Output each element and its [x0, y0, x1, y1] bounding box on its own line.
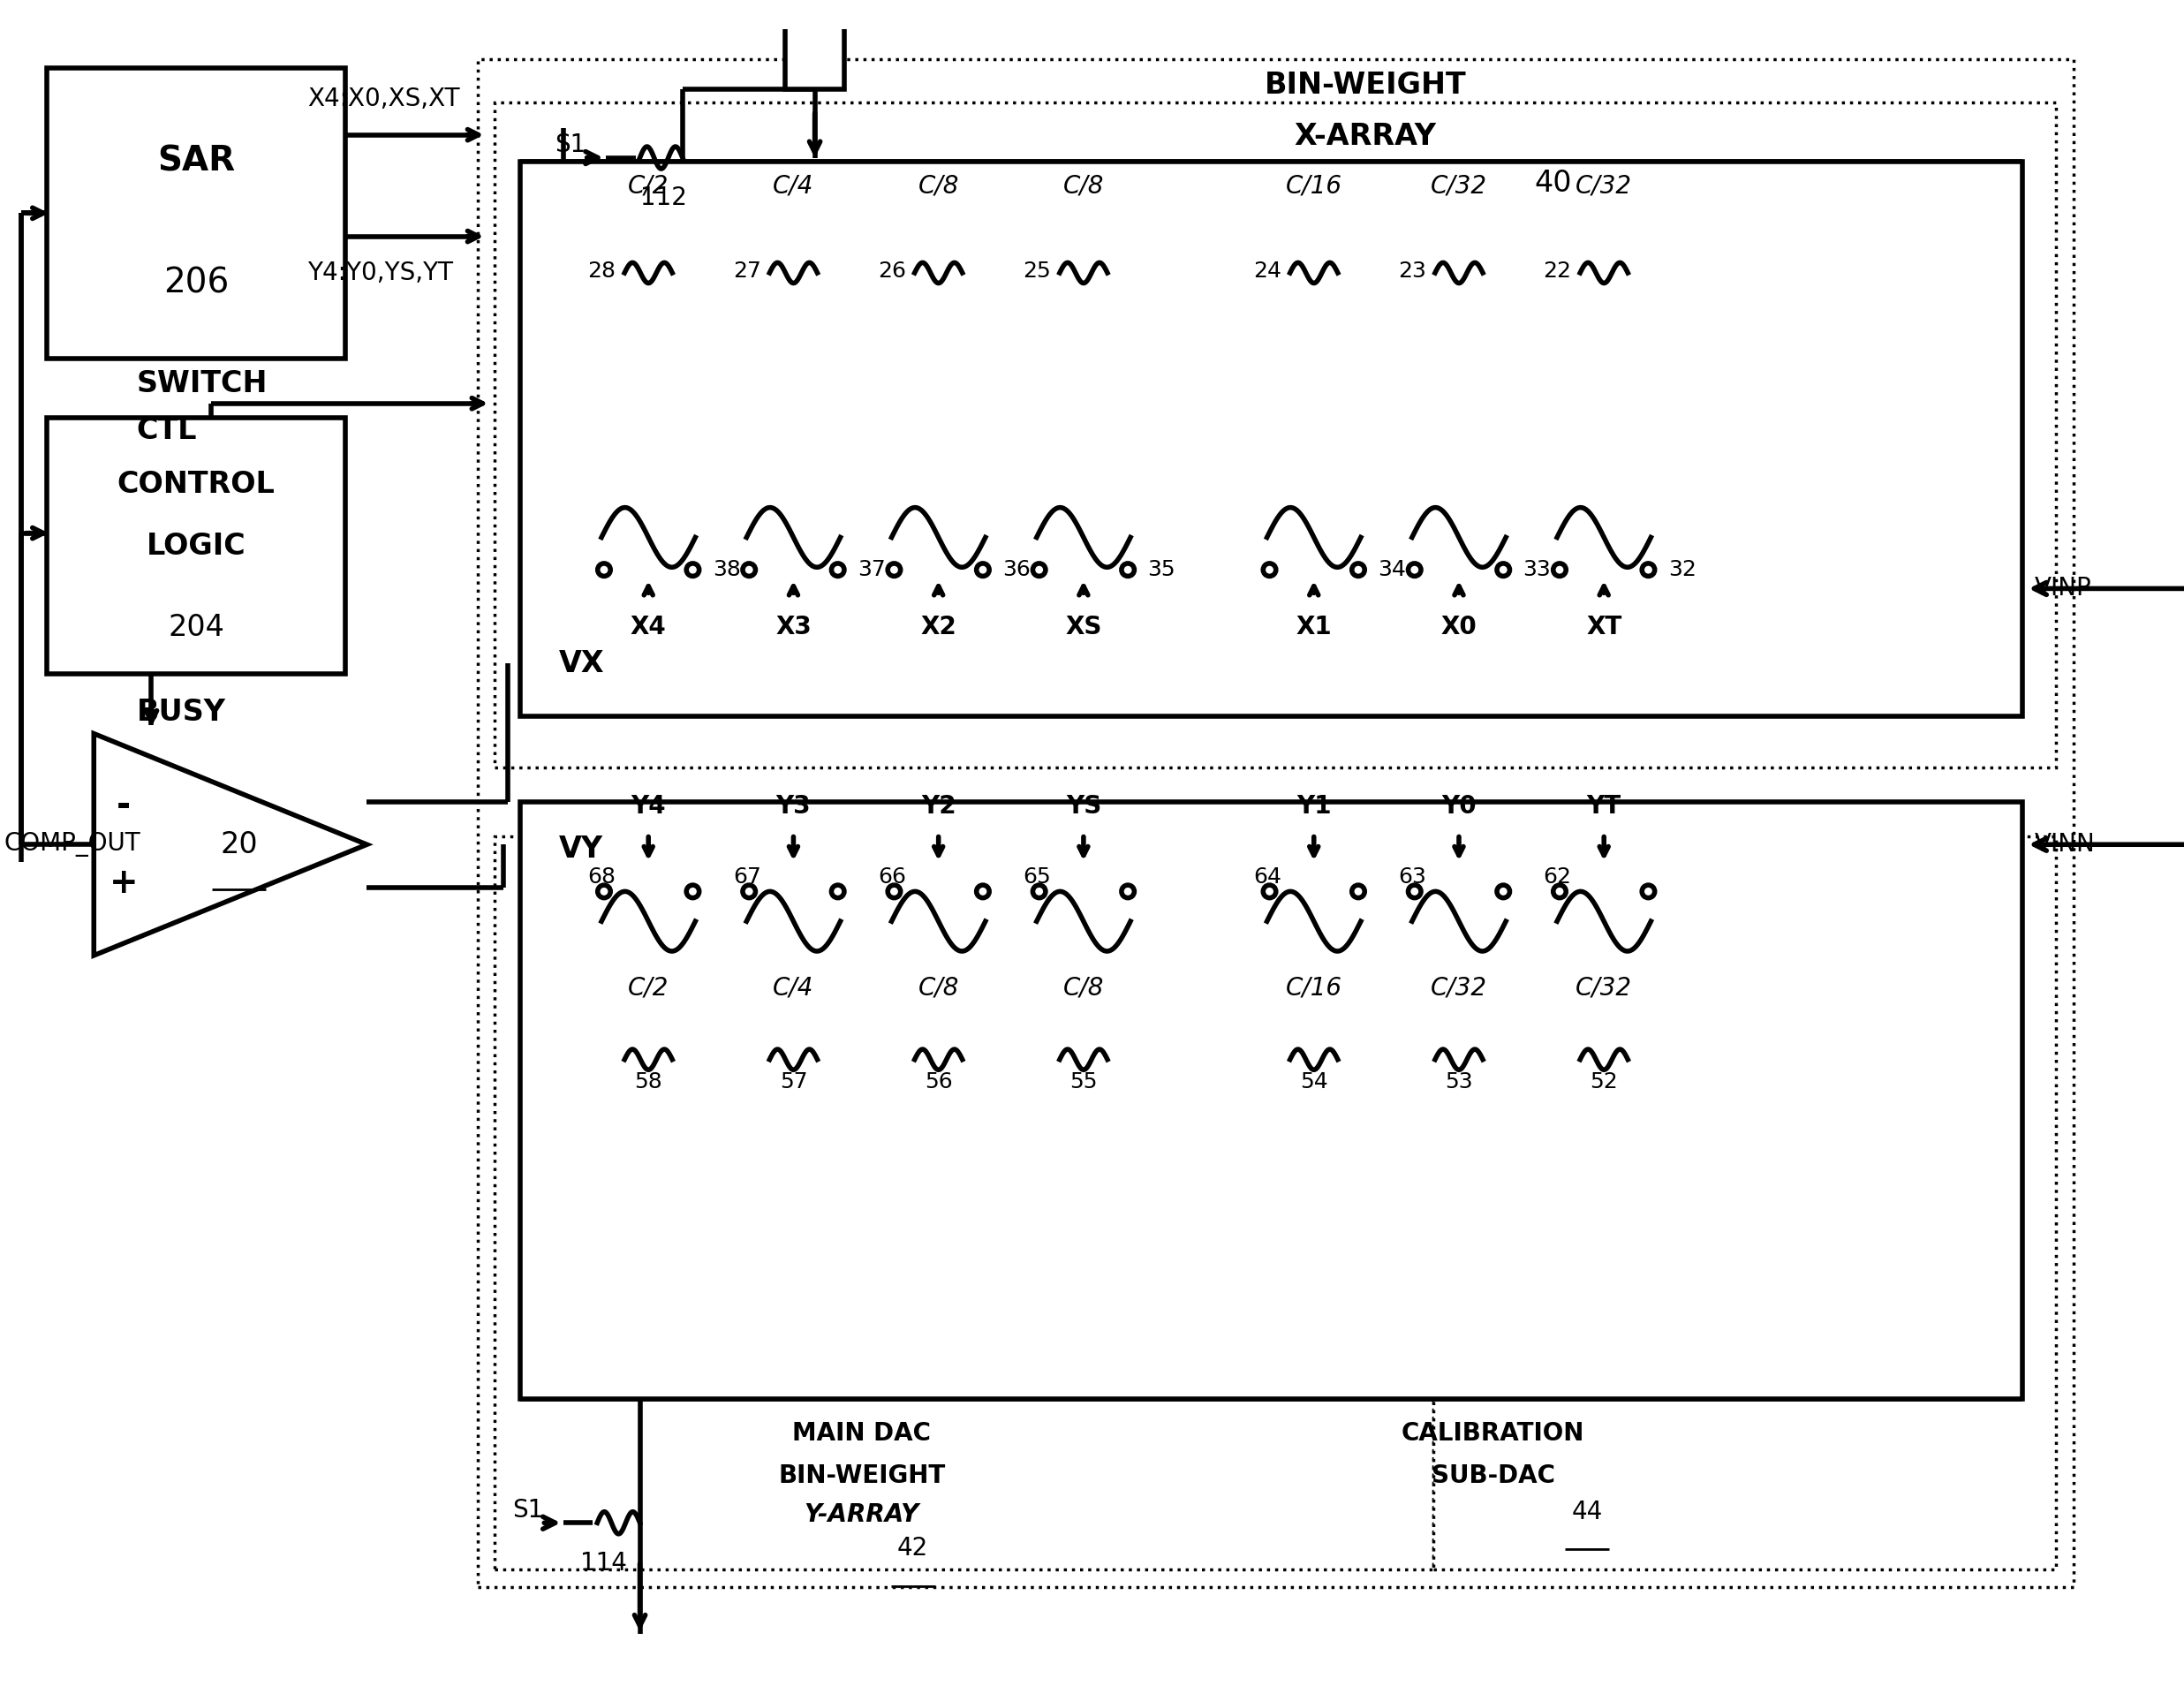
Text: 57: 57 [780, 1072, 808, 1092]
Text: C/8: C/8 [1064, 975, 1103, 1000]
Text: X3: X3 [775, 614, 812, 640]
Text: 25: 25 [1022, 260, 1051, 282]
Text: C/2: C/2 [629, 975, 668, 1000]
Text: C/16: C/16 [1286, 975, 1343, 1000]
Text: C/32: C/32 [1575, 975, 1631, 1000]
Text: 64: 64 [1254, 866, 1282, 888]
Text: X1: X1 [1295, 614, 1332, 640]
Text: COMP_OUT: COMP_OUT [4, 832, 140, 857]
Text: YS: YS [1066, 794, 1101, 818]
Text: 34: 34 [1378, 560, 1406, 580]
Text: 58: 58 [633, 1072, 662, 1092]
Text: 36: 36 [1002, 560, 1031, 580]
Text: C/32: C/32 [1431, 975, 1487, 1000]
Text: Y0: Y0 [1441, 794, 1476, 818]
Text: LOGIC: LOGIC [146, 531, 247, 560]
Text: 66: 66 [878, 866, 906, 888]
Text: S1: S1 [511, 1497, 544, 1522]
Bar [520, 162, 2022, 716]
Text: XS: XS [1066, 614, 1101, 640]
Text: BIN-WEIGHT: BIN-WEIGHT [778, 1463, 946, 1488]
Bar [520, 801, 2022, 1400]
Bar [46, 68, 345, 359]
Text: +: + [109, 866, 138, 900]
Text: 40: 40 [1533, 168, 1572, 197]
Bar [496, 835, 1433, 1570]
Text: YT: YT [1588, 794, 1621, 818]
Text: Y4:Y0,YS,YT: Y4:Y0,YS,YT [308, 260, 452, 286]
Text: VINP: VINP [2035, 577, 2092, 600]
Text: 67: 67 [734, 866, 760, 888]
Text: 112: 112 [640, 185, 686, 211]
Text: VY: VY [559, 833, 603, 864]
Text: BUSY: BUSY [138, 697, 225, 726]
Text: C/4: C/4 [773, 174, 815, 199]
Text: VINN: VINN [2035, 832, 2094, 857]
Text: 44: 44 [1570, 1499, 1603, 1524]
Text: 206: 206 [164, 265, 229, 299]
Text: 35: 35 [1147, 560, 1175, 580]
Text: 20: 20 [221, 830, 258, 859]
Text: Y2: Y2 [922, 794, 957, 818]
Text: 42: 42 [898, 1536, 928, 1562]
Text: 56: 56 [924, 1072, 952, 1092]
Text: C/32: C/32 [1431, 174, 1487, 199]
Text: 38: 38 [712, 560, 740, 580]
Text: CALIBRATION: CALIBRATION [1402, 1420, 1586, 1446]
Text: 37: 37 [858, 560, 885, 580]
Text: CTL: CTL [138, 417, 197, 446]
Text: 32: 32 [1669, 560, 1697, 580]
Bar [496, 102, 2055, 767]
Text: C/4: C/4 [773, 975, 815, 1000]
Text: X4:X0,XS,XT: X4:X0,XS,XT [308, 87, 459, 111]
Text: SUB-DAC: SUB-DAC [1431, 1463, 1555, 1488]
Text: 23: 23 [1398, 260, 1426, 282]
Text: X4: X4 [631, 614, 666, 640]
Text: 52: 52 [1590, 1072, 1618, 1092]
Text: 22: 22 [1544, 260, 1572, 282]
Text: 53: 53 [1446, 1072, 1472, 1092]
Text: C/16: C/16 [1286, 174, 1343, 199]
Text: Y4: Y4 [631, 794, 666, 818]
Text: SWITCH: SWITCH [138, 369, 269, 398]
Text: 24: 24 [1254, 260, 1282, 282]
Bar [478, 60, 2073, 1587]
Text: X0: X0 [1441, 614, 1476, 640]
Text: 27: 27 [734, 260, 760, 282]
Text: 68: 68 [587, 866, 616, 888]
Text: 65: 65 [1022, 866, 1051, 888]
Text: CONTROL: CONTROL [118, 469, 275, 498]
Text: S1: S1 [555, 133, 585, 156]
Text: C/32: C/32 [1575, 174, 1631, 199]
Text: -: - [116, 789, 131, 823]
Text: 26: 26 [878, 260, 906, 282]
Text: BIN-WEIGHT: BIN-WEIGHT [1265, 71, 1465, 100]
Text: Y3: Y3 [775, 794, 810, 818]
Text: SAR: SAR [157, 145, 236, 177]
Text: C/2: C/2 [629, 174, 668, 199]
Text: 55: 55 [1070, 1072, 1096, 1092]
Text: C/8: C/8 [1064, 174, 1103, 199]
Text: X-ARRAY: X-ARRAY [1293, 122, 1437, 151]
Text: Y-ARRAY: Y-ARRAY [804, 1502, 919, 1527]
Text: 62: 62 [1544, 866, 1572, 888]
Text: MAIN DAC: MAIN DAC [793, 1420, 930, 1446]
Text: 204: 204 [168, 614, 225, 643]
Text: 114: 114 [581, 1551, 627, 1575]
Text: 28: 28 [587, 260, 616, 282]
Text: 54: 54 [1299, 1072, 1328, 1092]
Text: 63: 63 [1398, 866, 1426, 888]
Text: Y1: Y1 [1297, 794, 1332, 818]
Text: XT: XT [1586, 614, 1623, 640]
Bar [46, 418, 345, 674]
Text: X2: X2 [919, 614, 957, 640]
Text: C/8: C/8 [917, 174, 959, 199]
Text: VX: VX [559, 650, 605, 679]
Bar [784, 0, 845, 90]
Text: C/8: C/8 [917, 975, 959, 1000]
Bar [1433, 835, 2055, 1570]
Text: 33: 33 [1522, 560, 1551, 580]
